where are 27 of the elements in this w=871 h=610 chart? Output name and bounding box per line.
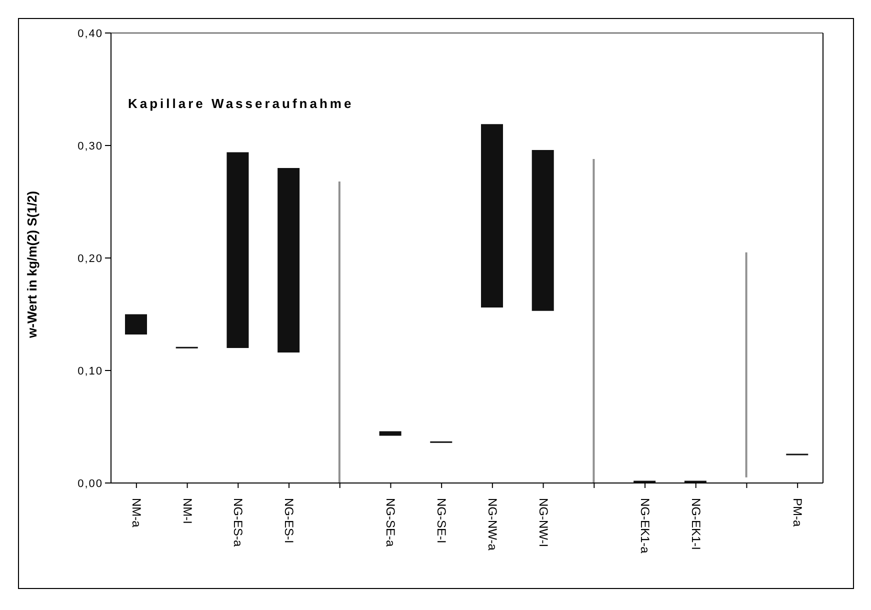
y-tick-label: 0,10 bbox=[78, 365, 103, 378]
bar bbox=[125, 314, 147, 334]
y-tick-label: 0,40 bbox=[78, 28, 103, 40]
x-tick-label: NM-a bbox=[129, 498, 144, 528]
x-tick-label: PM-a bbox=[790, 498, 805, 527]
y-axis-title: w-Wert in kg/m(2) S(1/2) bbox=[24, 190, 40, 339]
bar bbox=[532, 150, 554, 311]
y-tick-label: 0,00 bbox=[78, 478, 103, 490]
x-tick-label: NM-I bbox=[180, 498, 194, 524]
x-tick-label: NG-NW-I bbox=[536, 498, 550, 548]
x-tick-label: NG-ES-a bbox=[231, 498, 246, 547]
y-tick-label: 0,30 bbox=[78, 140, 103, 152]
bar bbox=[379, 431, 402, 436]
x-tick-label: NG-ES-I bbox=[282, 498, 296, 544]
y-tick-label: 0,20 bbox=[78, 252, 103, 265]
x-tick-label: NG-SE-a bbox=[384, 498, 398, 547]
bar bbox=[226, 152, 249, 348]
x-tick-label: NG-SE-I bbox=[434, 498, 449, 544]
x-tick-label: NG-EK1-a bbox=[638, 498, 652, 554]
bar bbox=[592, 159, 595, 483]
bar bbox=[745, 252, 748, 478]
bar bbox=[338, 182, 340, 483]
text: Kapillare Wasseraufnahme bbox=[128, 96, 354, 111]
bar bbox=[278, 168, 300, 352]
x-tick-label: NG-NW-a bbox=[485, 498, 500, 551]
bar bbox=[481, 124, 503, 308]
x-tick-label: NG-EK1-I bbox=[688, 498, 703, 550]
